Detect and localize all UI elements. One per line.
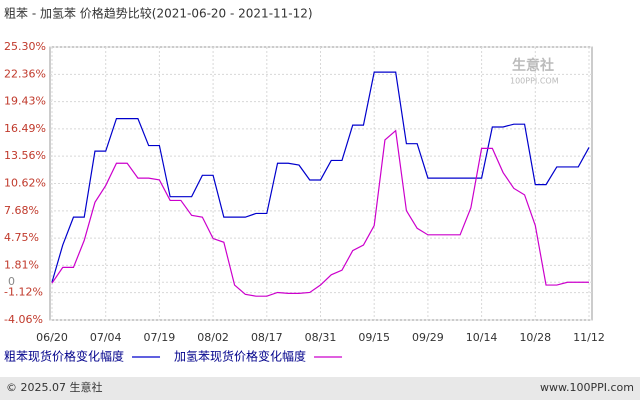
watermark-sub: 100PPI.COM	[510, 77, 559, 86]
y-tick-label: 7.68%	[4, 204, 39, 217]
y-tick-label: 0	[8, 275, 15, 288]
y-tick-label: 4.75%	[4, 231, 39, 244]
footer-left: © 2025.07 生意社	[6, 380, 102, 394]
y-tick-label: 10.62%	[4, 177, 46, 190]
y-tick-label: 25.30%	[4, 40, 46, 53]
x-tick-label: 09/15	[358, 331, 390, 344]
x-tick-label: 06/20	[36, 331, 68, 344]
y-tick-label: -1.12%	[4, 286, 43, 299]
y-tick-label: 13.56%	[4, 149, 46, 162]
watermark: 生意社	[512, 57, 554, 74]
x-tick-label: 07/19	[144, 331, 176, 344]
x-tick-label: 08/17	[251, 331, 283, 344]
series-line	[51, 129, 589, 297]
x-tick-label: 09/29	[412, 331, 444, 344]
x-tick-label: 08/31	[305, 331, 337, 344]
legend-label: 粗苯现货价格变化幅度	[4, 349, 124, 364]
series-line	[51, 71, 590, 283]
x-tick-label: 07/04	[90, 331, 122, 344]
y-tick-label: 16.49%	[4, 122, 46, 135]
y-tick-label: 22.36%	[4, 67, 46, 80]
x-tick-label: 08/02	[197, 331, 229, 344]
legend-label: 加氢苯现货价格变化幅度	[174, 349, 306, 364]
y-tick-label: 19.43%	[4, 95, 46, 108]
y-tick-label: -4.06%	[4, 313, 43, 326]
chart-title: 粗苯 - 加氢苯 价格趋势比较(2021-06-20 - 2021-11-12)	[4, 6, 313, 21]
footer-bar	[0, 377, 640, 400]
y-tick-label: 1.81%	[4, 258, 39, 271]
footer-right: www.100PPI.com	[540, 381, 634, 394]
x-tick-label: 11/12	[573, 331, 605, 344]
x-tick-label: 10/14	[466, 331, 498, 344]
x-tick-label: 10/28	[519, 331, 551, 344]
